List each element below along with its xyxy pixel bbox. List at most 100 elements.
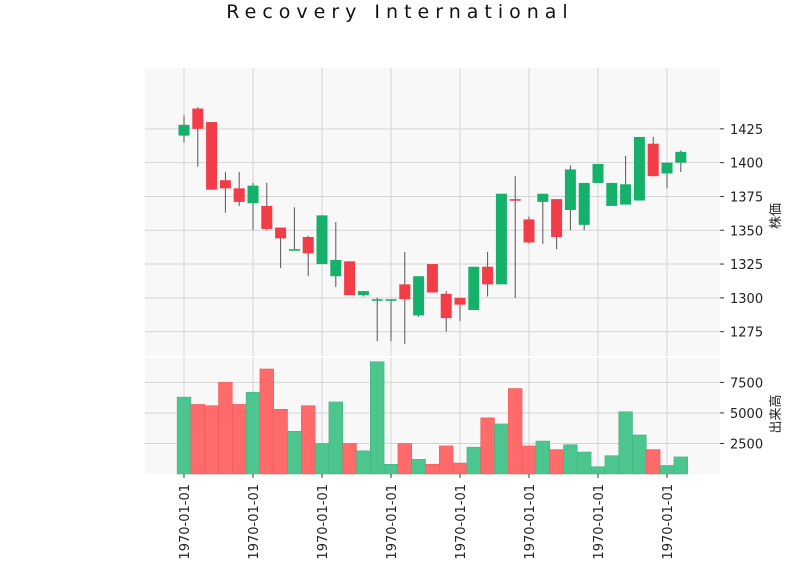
candle-body xyxy=(330,260,342,277)
price-axis-label: 株価 xyxy=(769,203,784,229)
chart-title: Recovery International xyxy=(226,1,573,23)
candle-body xyxy=(219,180,231,189)
candle-body xyxy=(647,143,659,177)
volume-bar xyxy=(604,455,619,475)
x-tick-label: 1970-01-01 xyxy=(661,484,676,560)
candle-body xyxy=(288,249,300,251)
price-tick-label: 1400 xyxy=(730,157,763,172)
volume-bar xyxy=(563,444,578,475)
volume-bar xyxy=(646,449,661,475)
volume-tick-label: 7500 xyxy=(730,376,763,391)
price-tick-label: 1275 xyxy=(730,326,763,341)
candle-body xyxy=(633,136,645,201)
volume-tick-label: 5000 xyxy=(730,407,763,422)
x-tick-label: 1970-01-01 xyxy=(247,484,262,560)
volume-bar xyxy=(535,440,550,475)
price-tick-label: 1325 xyxy=(730,258,763,273)
volume-bar xyxy=(383,463,399,475)
volume-bar xyxy=(232,404,247,475)
volume-bar xyxy=(328,401,343,475)
candle-body xyxy=(357,291,369,296)
volume-bar xyxy=(218,382,233,475)
volume-bar xyxy=(190,404,205,475)
price-tick-label: 1300 xyxy=(730,292,763,307)
candle-body xyxy=(537,193,549,202)
candle-body xyxy=(661,162,673,174)
volume-bar xyxy=(590,466,606,475)
volume-tick-label: 2500 xyxy=(730,437,763,452)
candle-body xyxy=(578,182,590,225)
price-panel-bg xyxy=(145,68,720,356)
volume-bar xyxy=(273,409,288,475)
volume-bar xyxy=(673,456,688,475)
price-tick-label: 1375 xyxy=(730,190,763,205)
volume-bar xyxy=(176,396,192,475)
price-tick-label: 1425 xyxy=(730,123,763,138)
x-tick-label: 1970-01-01 xyxy=(523,484,538,560)
candle-body xyxy=(454,297,466,305)
candle-body xyxy=(495,193,507,285)
x-tick-label: 1970-01-01 xyxy=(316,484,331,560)
candle-body xyxy=(178,124,190,136)
volume-bar xyxy=(356,450,371,475)
candle-body xyxy=(440,293,452,319)
volume-bar xyxy=(370,361,385,475)
volume-bar xyxy=(301,405,316,475)
candle-body xyxy=(192,108,204,129)
candle-body xyxy=(206,122,218,190)
candle-body xyxy=(371,299,383,301)
volume-bar xyxy=(452,462,468,475)
volume-bar xyxy=(314,443,330,475)
volume-bar xyxy=(342,443,357,475)
x-tick-label: 1970-01-01 xyxy=(178,484,193,560)
price-tick-label: 1350 xyxy=(730,224,763,239)
candle-body xyxy=(509,199,521,201)
volume-bar xyxy=(521,445,537,475)
candle-body xyxy=(247,185,259,204)
candle-body xyxy=(316,215,328,265)
volume-bar xyxy=(480,417,495,475)
candle-body xyxy=(675,151,687,163)
volume-axis-label: 出来高 xyxy=(768,394,784,433)
volume-bar xyxy=(287,431,302,475)
volume-bar xyxy=(549,449,564,475)
candle-body xyxy=(606,182,618,206)
candle-body xyxy=(592,164,604,183)
candle-body xyxy=(523,219,535,243)
candle-body xyxy=(302,237,314,254)
candle-body xyxy=(564,169,576,210)
volume-bar xyxy=(659,465,675,475)
x-tick-label: 1970-01-01 xyxy=(385,484,400,560)
volume-bar xyxy=(508,388,523,475)
candle-body xyxy=(482,266,494,285)
candle-body xyxy=(385,299,397,301)
candle-body xyxy=(413,276,425,316)
volume-bar xyxy=(632,434,647,475)
volume-bar xyxy=(494,423,509,475)
candle-body xyxy=(399,284,411,300)
candle-body xyxy=(275,227,287,239)
candle-body xyxy=(344,261,356,296)
volume-bar xyxy=(425,463,440,475)
x-tick-label: 1970-01-01 xyxy=(454,484,469,560)
volume-bar xyxy=(397,443,412,475)
price-panel: 1275 1300 1325 1350 1375 1400 1425 株価 xyxy=(145,68,784,356)
volume-bar xyxy=(259,368,274,475)
volume-bar xyxy=(466,446,481,475)
volume-bar xyxy=(618,411,633,475)
candle-body xyxy=(620,184,632,205)
candle-body xyxy=(233,188,245,202)
volume-panel: 2500 5000 7500 出来高 xyxy=(145,358,784,475)
candle-body xyxy=(426,264,438,293)
x-tick-label: 1970-01-01 xyxy=(592,484,607,560)
volume-bar xyxy=(439,445,454,475)
volume-bar xyxy=(577,451,592,475)
x-axis: 1970-01-01 1970-01-01 1970-01-01 1970-01-01… xyxy=(178,474,676,560)
volume-bar xyxy=(245,391,261,475)
candle-body xyxy=(551,199,563,238)
volume-bar xyxy=(204,405,219,475)
candle-body xyxy=(261,205,273,229)
candle-body xyxy=(468,266,480,311)
